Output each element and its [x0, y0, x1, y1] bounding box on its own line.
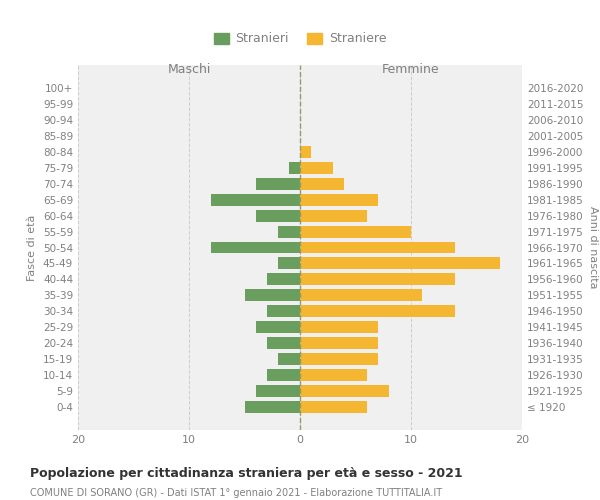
- Bar: [245, 402, 300, 413]
- Bar: [256, 178, 300, 190]
- Bar: [300, 306, 455, 318]
- Bar: [256, 386, 300, 398]
- Bar: [256, 210, 300, 222]
- Bar: [300, 370, 367, 382]
- Legend: Stranieri, Straniere: Stranieri, Straniere: [209, 28, 391, 50]
- Bar: [300, 338, 378, 349]
- Bar: [278, 226, 300, 237]
- Bar: [266, 370, 300, 382]
- Text: COMUNE DI SORANO (GR) - Dati ISTAT 1° gennaio 2021 - Elaborazione TUTTITALIA.IT: COMUNE DI SORANO (GR) - Dati ISTAT 1° ge…: [30, 488, 442, 498]
- Bar: [211, 242, 300, 254]
- Bar: [256, 322, 300, 334]
- Text: Maschi: Maschi: [167, 64, 211, 76]
- Bar: [245, 290, 300, 302]
- Bar: [300, 274, 455, 285]
- Bar: [300, 354, 378, 366]
- Text: Popolazione per cittadinanza straniera per età e sesso - 2021: Popolazione per cittadinanza straniera p…: [30, 468, 463, 480]
- Bar: [211, 194, 300, 205]
- Y-axis label: Anni di nascita: Anni di nascita: [587, 206, 598, 289]
- Bar: [300, 386, 389, 398]
- Text: Femmine: Femmine: [382, 64, 440, 76]
- Bar: [300, 194, 378, 205]
- Bar: [300, 322, 378, 334]
- Bar: [300, 290, 422, 302]
- Bar: [300, 146, 311, 158]
- Bar: [300, 162, 334, 173]
- Bar: [266, 274, 300, 285]
- Bar: [300, 258, 500, 270]
- Bar: [266, 338, 300, 349]
- Bar: [300, 210, 367, 222]
- Bar: [266, 306, 300, 318]
- Bar: [289, 162, 300, 173]
- Bar: [300, 226, 411, 237]
- Bar: [300, 242, 455, 254]
- Y-axis label: Fasce di età: Fasce di età: [28, 214, 37, 280]
- Bar: [300, 402, 367, 413]
- Bar: [278, 258, 300, 270]
- Bar: [278, 354, 300, 366]
- Bar: [300, 178, 344, 190]
